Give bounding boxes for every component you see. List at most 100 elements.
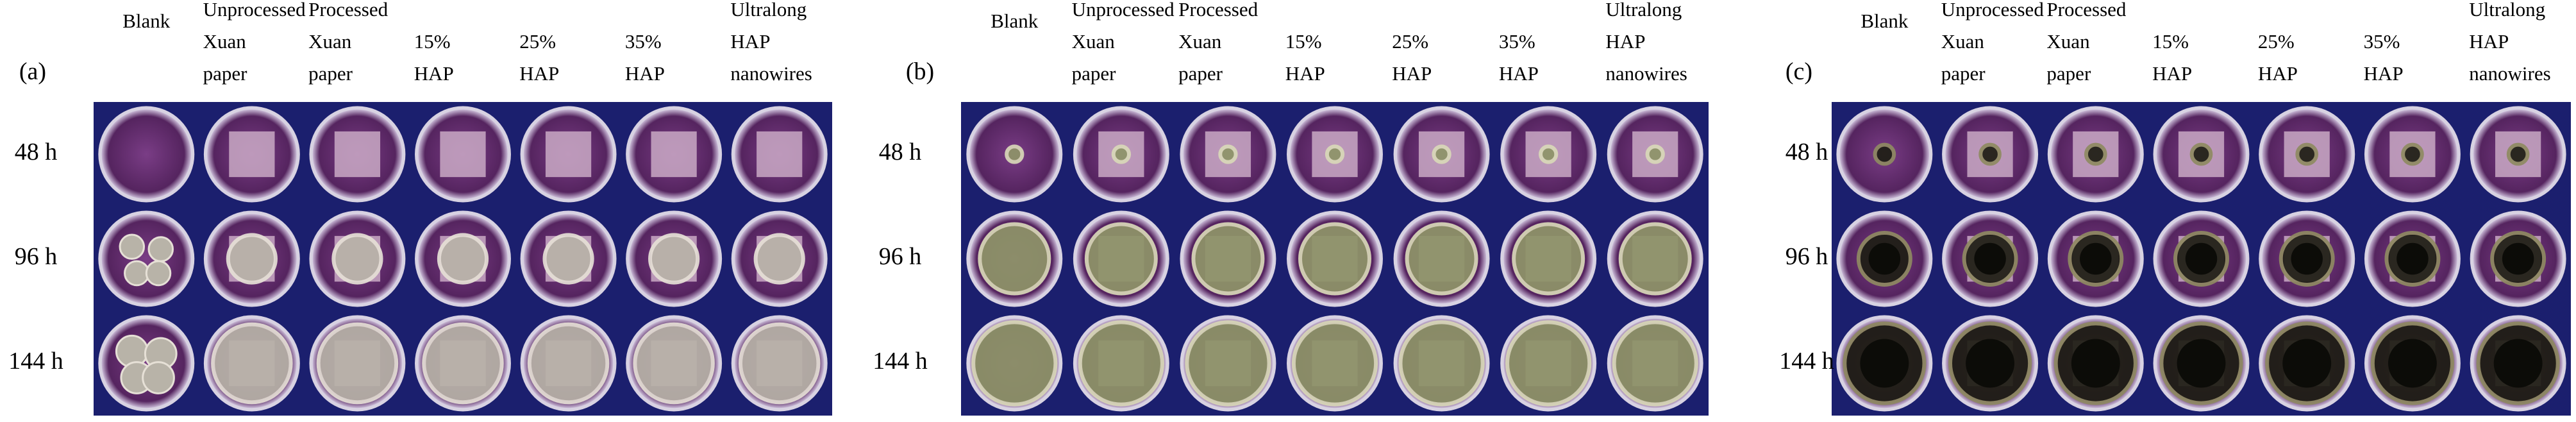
column-header: 35% [2364,30,2400,53]
row-label: 144 h [1779,348,1834,375]
column-header: 35% [625,30,662,53]
dish-medium [101,318,192,409]
row-label: 144 h [8,348,63,375]
column-header: Blank [1861,10,1909,32]
column-header: nanowires [730,62,812,85]
column-header: HAP [519,62,559,85]
dish-medium [101,109,192,199]
petri-dish [2364,210,2461,307]
colony [1618,222,1692,296]
petri-dish [1393,210,1490,307]
column-header: Ultralong [730,0,807,21]
petri-dish [1500,315,1597,412]
petri-dish [1073,210,1169,307]
row-label: 48 h [15,139,58,165]
petri-dish [731,315,828,412]
colony [1538,144,1559,164]
petri-dish [1393,315,1490,412]
petri-dish [520,106,617,203]
petri-dish [98,106,195,203]
petri-dish [1836,210,1933,307]
colony [145,260,172,287]
colony [1432,144,1451,164]
petri-dish [309,315,406,412]
column-header: 15% [414,30,451,53]
column-header: HAP [625,62,665,85]
colony [1398,320,1485,407]
petri-dish [966,210,1063,307]
colony-core [1868,242,1901,275]
colony [211,322,293,405]
column-header: Unprocessed [1941,0,2045,21]
column-header: Xuan [1072,30,1116,53]
column-header: Xuan [2046,30,2090,53]
colony [2295,142,2319,166]
colony [648,233,700,285]
colony-core [2396,242,2429,275]
row-label: 96 h [15,243,58,270]
petri-dish [2364,315,2461,412]
colony [142,361,175,394]
petri-dish [626,315,723,412]
petri-dish [203,210,300,307]
colony-core [2071,339,2120,388]
petri-dish [1500,210,1597,307]
petri-dish [1180,210,1276,307]
petri-dish [966,106,1063,203]
colony [1612,320,1698,407]
colony [1505,320,1592,407]
petri-dish [1287,106,1383,203]
colony [119,233,146,260]
petri-dish [2259,210,2355,307]
colony [1325,144,1345,164]
paper-sample [757,131,803,178]
colony-core [2291,242,2323,275]
colony [147,236,174,262]
petri-dish [2259,106,2355,203]
column-header: Xuan [1178,30,1222,53]
paper-sample [651,131,697,178]
paper-sample [440,131,486,178]
paper-sample [334,131,381,178]
petri-dish [966,315,1063,412]
colony [738,322,821,405]
petri-dish [731,210,828,307]
colony [2189,142,2213,166]
dish-medium [101,214,192,304]
row-label: 48 h [1786,139,1828,165]
petri-dish [1836,106,1933,203]
colony [971,320,1058,407]
colony-core [2080,242,2112,275]
petri-dish [2364,106,2461,203]
colony [2506,142,2530,166]
colony [527,322,610,405]
column-header: paper [308,62,353,85]
petri-dish [1942,210,2039,307]
column-header: Processed [1178,0,1258,21]
petri-dish [98,315,195,412]
column-header: Xuan [308,30,352,53]
column-header: HAP [2152,62,2192,85]
petri-dish [1607,210,1703,307]
column-header: HAP [730,30,770,53]
colony-core [1966,339,2015,388]
petri-dish [1607,315,1703,412]
petri-dish [1836,315,1933,412]
colony [1873,142,1896,166]
column-header: HAP [1499,62,1539,85]
petri-dish [309,210,406,307]
column-header: 25% [519,30,556,53]
colony [1191,222,1265,296]
colony [1291,320,1378,407]
petri-dish [2153,106,2250,203]
colony [226,233,278,285]
colony [633,322,715,405]
column-header: 25% [1392,30,1428,53]
colony-core [1860,339,1909,388]
colony [1512,222,1585,296]
petri-dish [1180,315,1276,412]
petri-dish [415,210,511,307]
paper-sample [545,131,592,178]
row-label: 96 h [1786,243,1828,270]
